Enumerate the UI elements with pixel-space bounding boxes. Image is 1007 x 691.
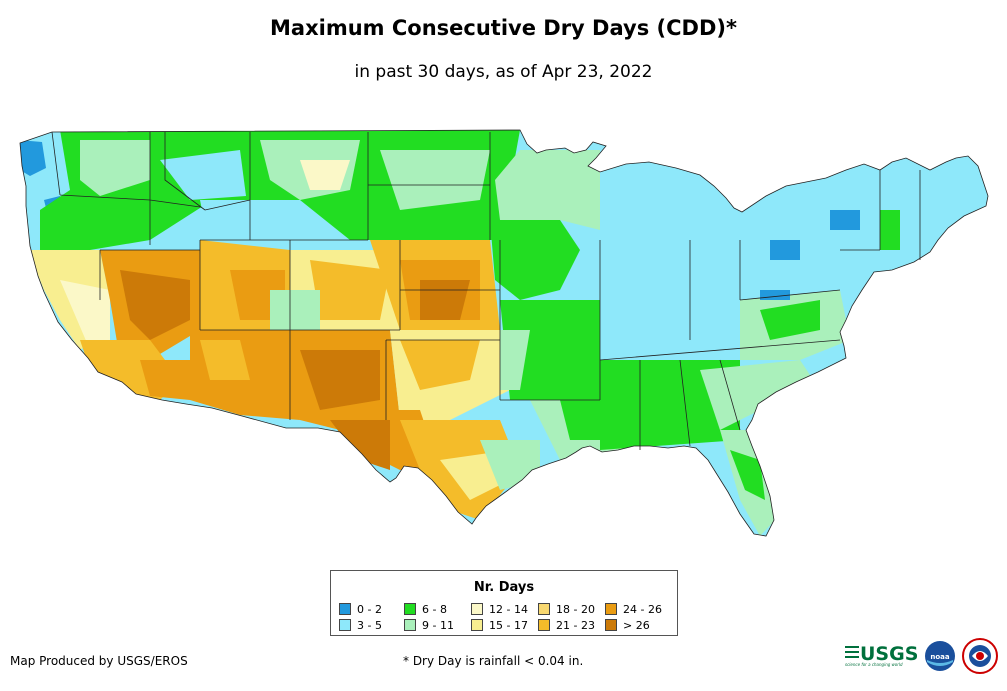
nws-logo [962, 638, 998, 674]
legend-swatch [339, 619, 351, 631]
legend-swatch [471, 619, 483, 631]
legend-item: 12 - 14 [471, 603, 528, 616]
us-cdd-map [19, 129, 989, 537]
legend-item: > 26 [605, 619, 650, 632]
legend-title: Nr. Days [473, 580, 535, 595]
legend-item: 6 - 8 [404, 603, 447, 616]
legend-swatch [538, 603, 550, 615]
legend-item: 15 - 17 [471, 619, 528, 632]
map-title: Maximum Consecutive Dry Days (CDD)* [270, 16, 737, 40]
legend-item: 21 - 23 [538, 619, 595, 632]
map-subtitle: in past 30 days, as of Apr 23, 2022 [354, 62, 653, 82]
legend-swatch [605, 603, 617, 615]
legend-swatch [404, 619, 416, 631]
usgs-logo: USGS science for a changing world [845, 643, 918, 667]
svg-text:science for a changing world: science for a changing world [845, 662, 903, 667]
legend-item: 3 - 5 [339, 619, 382, 632]
svg-text:USGS: USGS [860, 643, 918, 665]
footnote: * Dry Day is rainfall < 0.04 in. [403, 654, 584, 668]
legend-item: 18 - 20 [538, 603, 595, 616]
legend-item: 24 - 26 [605, 603, 662, 616]
noaa-logo: noaa [925, 641, 955, 671]
svg-text:noaa: noaa [930, 653, 950, 661]
map-credit: Map Produced by USGS/EROS [10, 654, 188, 668]
legend-item: 9 - 11 [404, 619, 454, 632]
legend: Nr. Days 0 - 2 3 - 5 6 - 8 9 - 11 12 - 1… [330, 570, 678, 636]
legend-swatch [605, 619, 617, 631]
legend-item: 0 - 2 [339, 603, 382, 616]
legend-swatch [538, 619, 550, 631]
legend-swatch [339, 603, 351, 615]
legend-swatch [404, 603, 416, 615]
legend-swatch [471, 603, 483, 615]
